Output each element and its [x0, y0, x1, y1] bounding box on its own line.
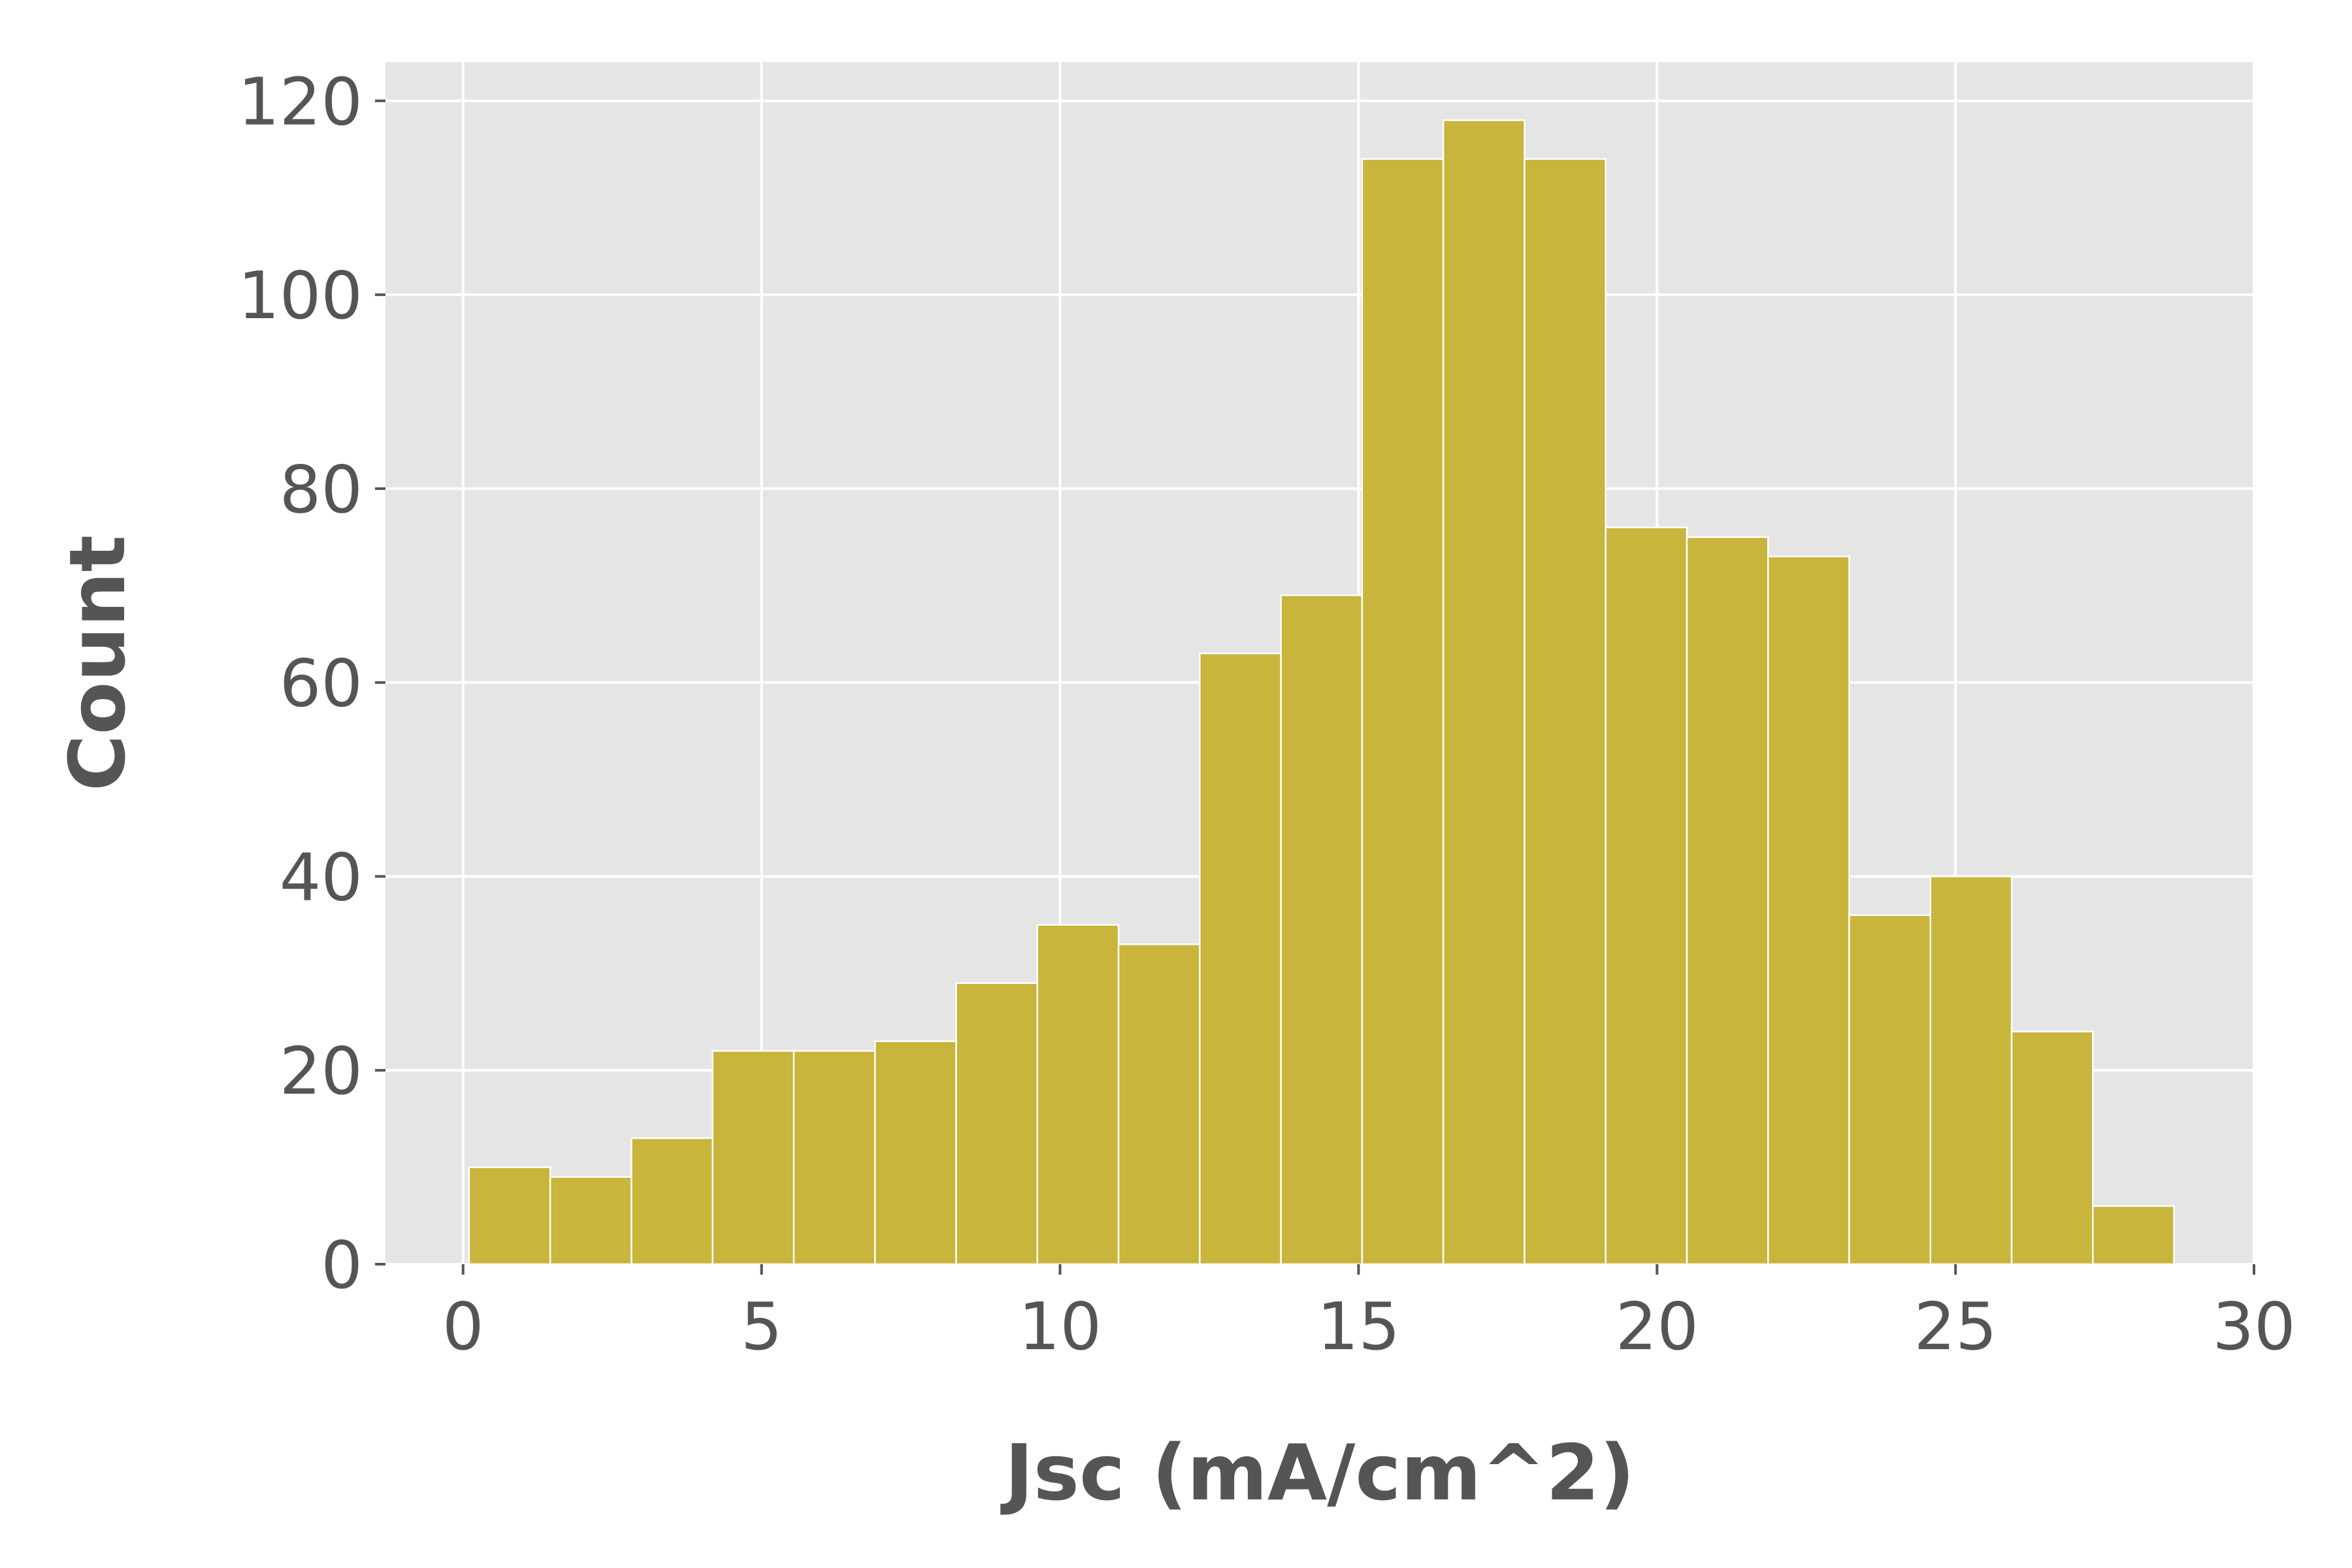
histogram-bar	[1199, 652, 1282, 1266]
histogram-bar	[1036, 924, 1120, 1266]
histogram-bar	[1929, 875, 2013, 1266]
x-tick-label: 20	[1616, 1288, 1699, 1365]
x-tick-label: 5	[741, 1288, 783, 1365]
y-tick-label: 120	[238, 63, 363, 140]
x-tick-label: 25	[1914, 1288, 1997, 1365]
y-tick-label: 60	[280, 645, 363, 722]
histogram-bar	[1605, 527, 1688, 1266]
x-tick-label: 0	[442, 1288, 484, 1365]
histogram-bar	[874, 1040, 957, 1266]
histogram-bars	[468, 119, 2175, 1266]
histogram-bar	[468, 1166, 551, 1266]
histogram-bar	[711, 1050, 795, 1266]
histogram-bar	[1280, 594, 1364, 1266]
y-axis-title: Count	[52, 535, 142, 791]
histogram-bar	[1361, 158, 1445, 1266]
y-axis-ticks: 0 20 40 60 80 100 120	[238, 63, 385, 1303]
histogram-bar	[630, 1137, 713, 1266]
histogram-bar	[2092, 1205, 2175, 1266]
x-tick-label: 30	[2212, 1288, 2295, 1365]
histogram-bar	[2010, 1030, 2094, 1266]
y-tick-label: 100	[238, 257, 363, 334]
histogram-bar	[1686, 536, 1769, 1266]
histogram-bar	[1117, 943, 1201, 1266]
x-tick-label: 10	[1019, 1288, 1102, 1365]
x-axis-title: Jsc (mA/cm^2)	[1000, 1428, 1635, 1518]
histogram-bar	[1848, 914, 1932, 1266]
histogram-bar	[955, 982, 1039, 1266]
histogram-bar	[792, 1050, 876, 1266]
histogram-bar	[549, 1176, 632, 1266]
x-tick-label: 15	[1317, 1288, 1400, 1365]
y-tick-label: 20	[280, 1033, 363, 1109]
histogram-bar	[1524, 158, 1607, 1266]
histogram-bar	[1767, 555, 1850, 1266]
x-axis-ticks: 0 5 10 15 20 25 30	[442, 1264, 2296, 1365]
histogram-bar	[1442, 119, 1526, 1266]
y-tick-label: 80	[280, 451, 363, 528]
y-tick-label: 40	[280, 839, 363, 915]
y-tick-label: 0	[321, 1227, 363, 1303]
